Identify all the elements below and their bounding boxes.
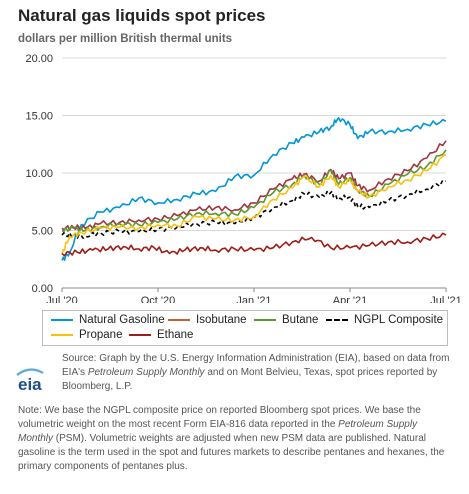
- note-publication: Petroleum Supply Monthly: [18, 419, 418, 444]
- legend-label: Ethane: [157, 329, 194, 341]
- legend-label: Isobutane: [196, 314, 247, 326]
- legend-label: Propane: [79, 329, 123, 341]
- legend-item-natural-gasoline: Natural Gasoline: [51, 314, 165, 326]
- chart-subtitle: dollars per million British thermal unit…: [18, 33, 233, 45]
- legend-swatch: [51, 319, 73, 321]
- legend-swatch: [168, 319, 190, 321]
- note-part1: Note: We base the NGPL composite price o…: [18, 405, 421, 430]
- y-tick-label: 5.00: [32, 226, 53, 238]
- line-chart: 0.00 5.00 10.00 15.00 20.00 Jul '20 Oct '20 Jan…: [25, 53, 461, 303]
- legend-label: Natural Gasoline: [79, 314, 165, 326]
- y-tick-label: 10.00: [25, 168, 53, 180]
- eia-logo: eia: [14, 364, 46, 394]
- legend-item-ngpl-composite: NGPL Composite: [326, 314, 443, 326]
- x-tick-label: Jul '21: [430, 295, 461, 303]
- chart-legend: Natural Gasoline Isobutane Butane NGPL C…: [42, 310, 448, 346]
- x-tick-label: Apr '21: [333, 295, 368, 303]
- y-tick-label: 20.00: [25, 53, 53, 65]
- legend-swatch: [51, 334, 73, 336]
- series-line-butane: [61, 149, 447, 233]
- x-tick-label: Jan '21: [236, 295, 271, 303]
- series-line-isobutane: [61, 140, 447, 231]
- legend-item-propane: Propane: [51, 329, 122, 341]
- x-tick-label: Jul '20: [46, 295, 77, 303]
- source-prefix: Source: Graph by the U.S. Energy Informa…: [62, 353, 450, 378]
- y-tick-label: 0.00: [32, 283, 53, 295]
- y-tick-label: 15.00: [25, 111, 53, 123]
- series-line-natural-gasoline: [61, 117, 447, 261]
- legend-swatch: [326, 319, 348, 321]
- legend-label: NGPL Composite: [354, 314, 444, 326]
- chart-title: Natural gas liquids spot prices: [18, 6, 266, 25]
- source-suffix: and on Mont Belvieu, Texas, spot prices …: [62, 367, 438, 392]
- note-part2: (PSM). Volumetric weights are adjusted w…: [18, 433, 445, 472]
- series-line-ethane: [61, 232, 447, 257]
- series-line-ngpl-composite: [61, 179, 447, 239]
- source-text: Source: Graph by the U.S. Energy Informa…: [62, 352, 452, 394]
- legend-label: Butane: [282, 314, 319, 326]
- legend-item-isobutane: Isobutane: [168, 314, 247, 326]
- legend-item-butane: Butane: [254, 314, 318, 326]
- series-line-propane: [61, 153, 447, 254]
- legend-swatch: [254, 319, 276, 321]
- source-publication: Petroleum Supply Monthly: [87, 367, 205, 378]
- x-tick-label: Oct '20: [141, 295, 176, 303]
- note-text: Note: We base the NGPL composite price o…: [18, 404, 448, 474]
- svg-text:eia: eia: [18, 375, 42, 394]
- legend-swatch: [129, 334, 151, 336]
- legend-item-ethane: Ethane: [129, 329, 193, 341]
